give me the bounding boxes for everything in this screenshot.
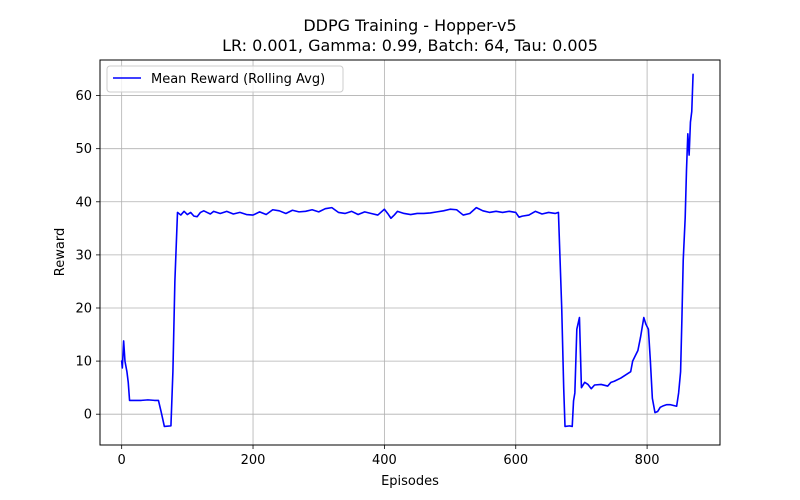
chart-subtitle: LR: 0.001, Gamma: 0.99, Batch: 64, Tau: … <box>222 36 598 55</box>
x-tick-label: 800 <box>635 453 660 468</box>
series-layer <box>120 73 694 428</box>
legend-entry-label: Mean Reward (Rolling Avg) <box>151 72 325 87</box>
chart-title: DDPG Training - Hopper-v5 <box>303 16 516 35</box>
y-tick-label: 50 <box>75 142 92 157</box>
grid-lines <box>100 60 720 445</box>
legend-box <box>106 65 344 93</box>
y-tick-label: 60 <box>75 89 92 104</box>
y-tick-label: 20 <box>75 301 92 316</box>
y-tick-label: 0 <box>84 408 92 423</box>
axis-ticks: 0 200 400 600 800 0 10 20 30 40 50 60 <box>75 89 659 468</box>
plot-frame <box>99 59 721 446</box>
legend: Mean Reward (Rolling Avg) <box>106 65 344 93</box>
series-line-mean-reward <box>120 73 694 428</box>
x-tick-label: 0 <box>118 453 126 468</box>
y-tick-label: 30 <box>75 248 92 263</box>
x-tick-label: 200 <box>241 453 266 468</box>
y-tick-label: 40 <box>75 195 92 210</box>
y-axis-label: Reward <box>53 228 68 276</box>
y-tick-label: 10 <box>75 355 92 370</box>
x-tick-label: 400 <box>372 453 397 468</box>
x-axis-label: Episodes <box>381 474 439 489</box>
x-tick-label: 600 <box>503 453 528 468</box>
